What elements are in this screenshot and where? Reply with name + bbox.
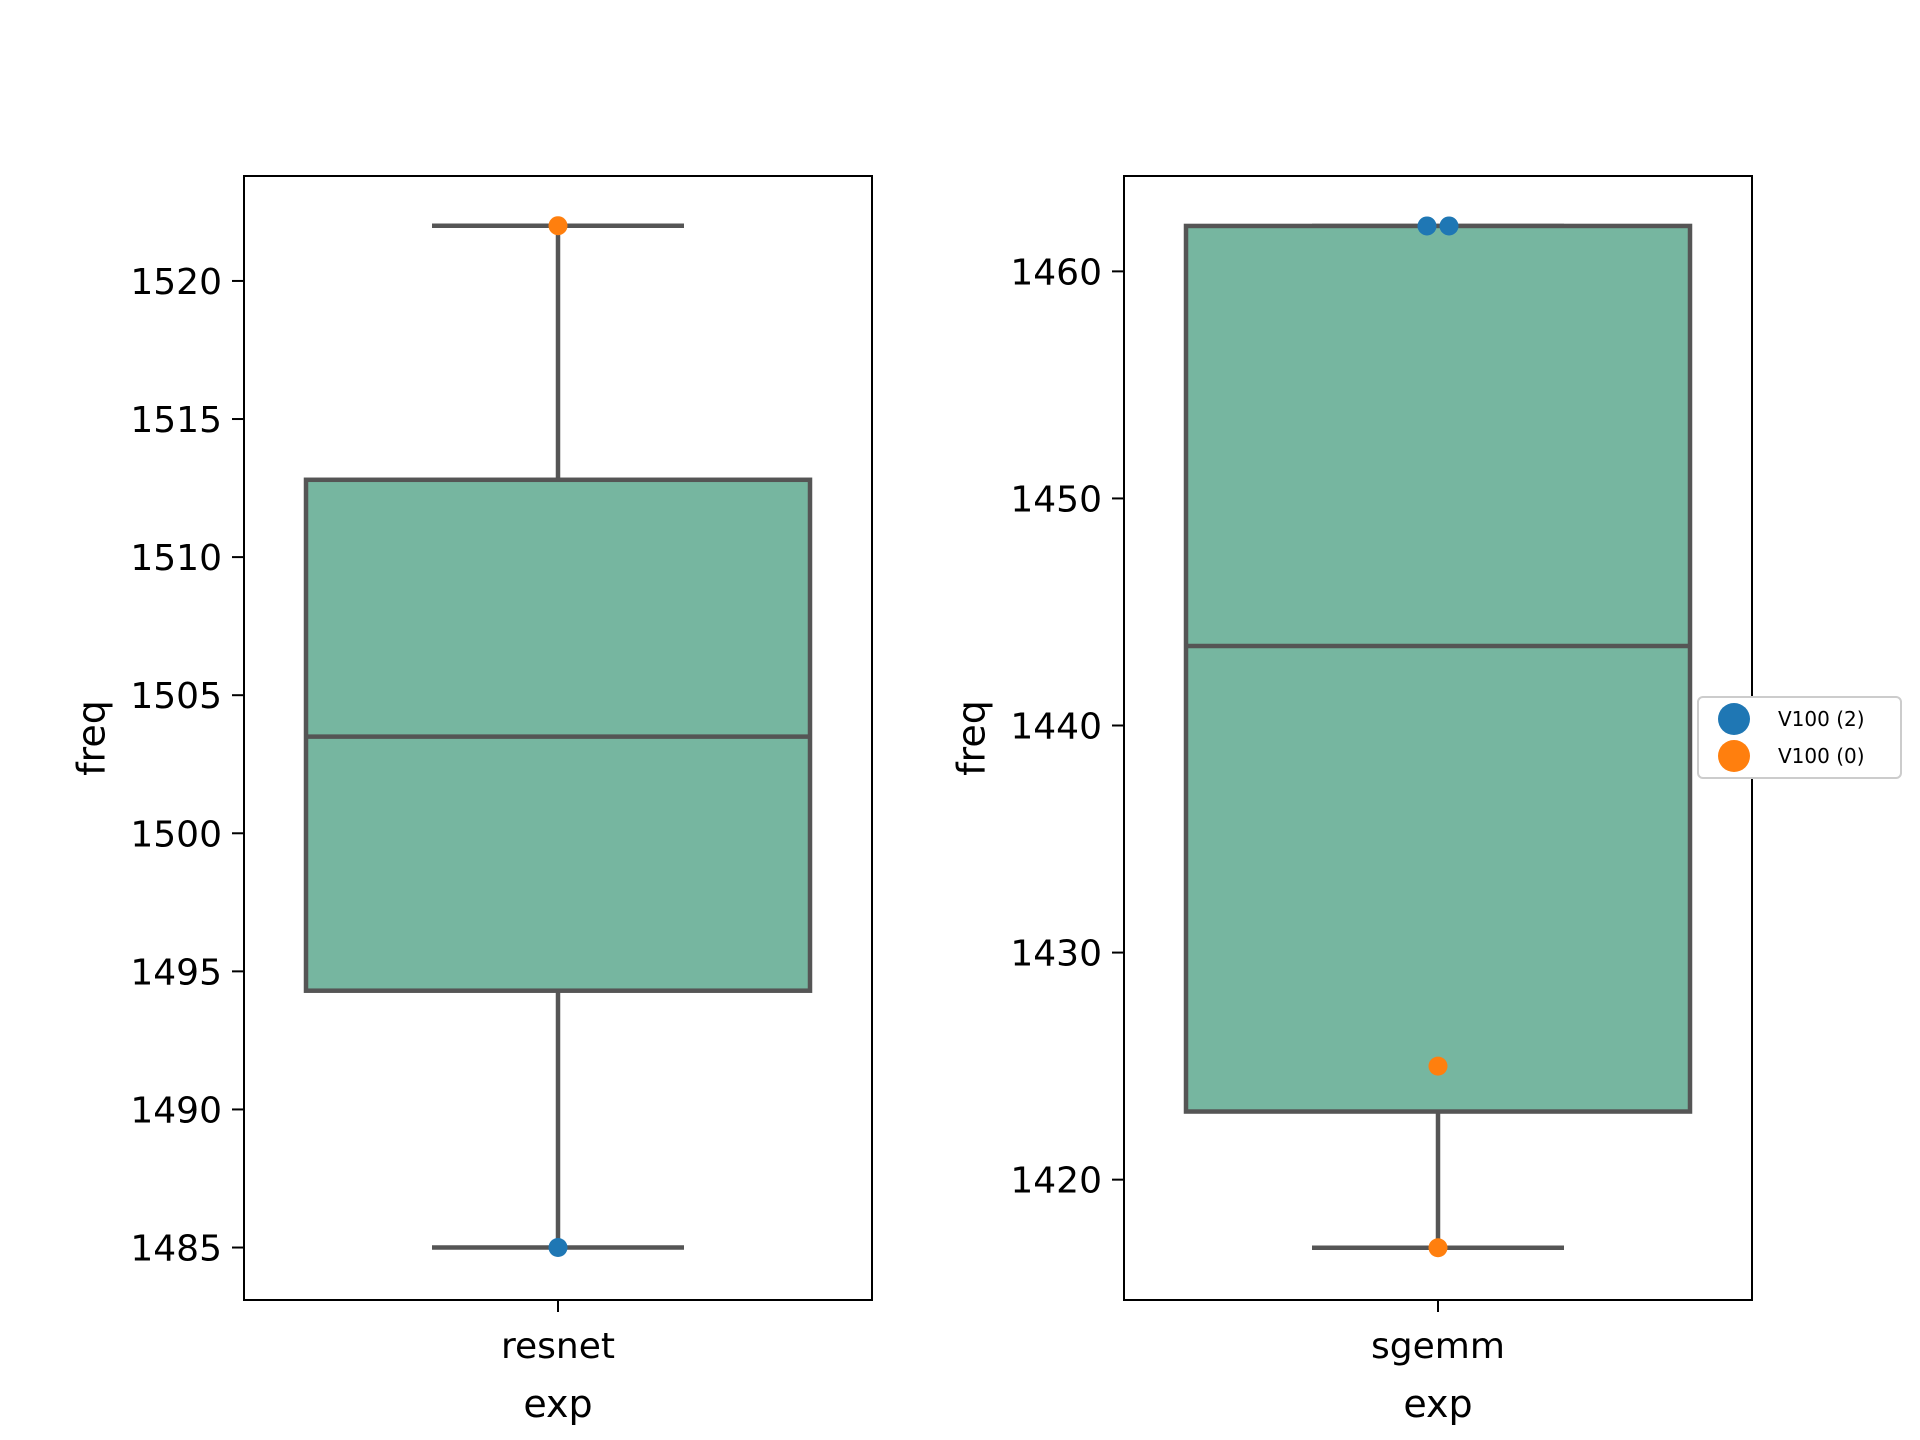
- y-tick-label: 1430: [1010, 934, 1102, 975]
- y-tick-label: 1515: [130, 400, 222, 441]
- data-point: [1428, 1056, 1448, 1076]
- y-tick-label: 1510: [130, 538, 222, 579]
- legend-label: V100 (2): [1778, 707, 1865, 731]
- y-tick-label: 1420: [1010, 1161, 1102, 1202]
- y-tick-label: 1460: [1010, 252, 1102, 293]
- y-tick-label: 1440: [1010, 707, 1102, 748]
- data-point: [548, 1238, 568, 1258]
- y-axis-label: freq: [70, 700, 114, 776]
- legend-label: V100 (0): [1778, 744, 1865, 768]
- y-tick-label: 1495: [130, 952, 222, 993]
- y-tick-label: 1500: [130, 814, 222, 855]
- x-axis-label: exp: [1403, 1382, 1472, 1426]
- x-tick-label: sgemm: [1371, 1326, 1505, 1367]
- y-tick-label: 1520: [130, 262, 222, 303]
- legend-marker: [1718, 740, 1750, 772]
- data-point: [1428, 1238, 1448, 1258]
- y-tick-label: 1450: [1010, 479, 1102, 520]
- box-iqr: [1183, 223, 1693, 1114]
- y-tick-label: 1505: [130, 676, 222, 717]
- x-tick-label: resnet: [501, 1326, 615, 1367]
- y-tick-label: 1490: [130, 1090, 222, 1131]
- x-axis-label: exp: [523, 1382, 592, 1426]
- y-tick-label: 1485: [130, 1229, 222, 1270]
- y-axis-label: freq: [950, 700, 994, 776]
- data-point: [1439, 216, 1459, 236]
- legend: V100 (2) V100 (0): [1697, 696, 1902, 779]
- subplot-resnet: 1485 1490 1495 1500 1505 1510 1515 1520 resnet ex…: [70, 175, 873, 1426]
- data-point: [1417, 216, 1437, 236]
- data-point: [548, 216, 568, 236]
- legend-marker: [1718, 703, 1750, 735]
